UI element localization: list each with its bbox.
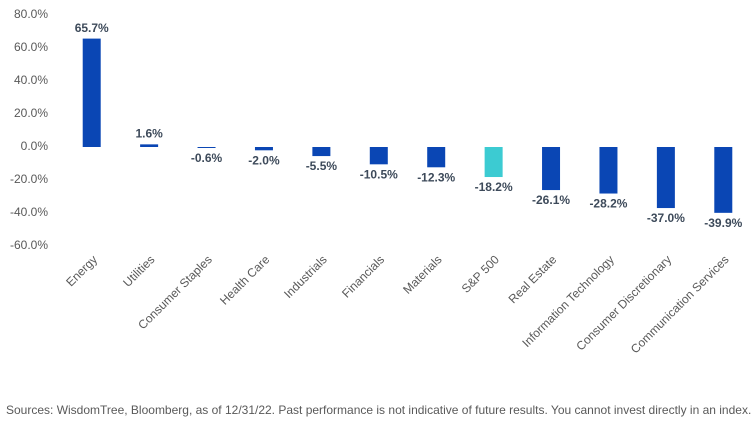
x-tick-label: Consumer Discretionary [573,252,674,353]
y-tick-label: 0.0% [21,139,49,153]
value-label: -26.1% [532,193,570,207]
bar [599,147,618,194]
x-tick-label: Health Care [217,252,272,307]
y-tick-label: 40.0% [14,73,48,87]
value-label: -10.5% [360,167,398,181]
bar [140,144,159,147]
y-tick-label: -20.0% [10,172,48,186]
bar [82,38,101,147]
y-tick-label: -60.0% [10,238,48,252]
value-label: -2.0% [248,153,280,167]
bar [369,147,388,165]
source-note: Sources: WisdomTree, Bloomberg, as of 12… [6,403,751,417]
value-label: -5.5% [306,159,338,173]
bar [484,147,503,178]
bar [312,147,331,157]
value-label: -39.9% [704,216,742,230]
x-tick-label: Materials [400,252,444,296]
value-label: -28.2% [589,197,627,211]
bar [197,147,216,148]
bar [427,147,446,168]
y-tick-label: 20.0% [14,106,48,120]
x-tick-label: Energy [63,252,100,289]
x-tick-label: S&P 500 [459,252,502,295]
bar [714,147,733,213]
value-label: -18.2% [475,180,513,194]
x-tick-label: Industrials [281,252,330,301]
bar [656,147,675,209]
value-label: 65.7% [75,21,109,35]
value-label: 1.6% [135,127,163,141]
y-tick-label: -40.0% [10,205,48,219]
bar [542,147,561,191]
value-label: -0.6% [191,151,223,165]
y-tick-label: 60.0% [14,40,48,54]
x-tick-label: Utilities [120,252,157,289]
x-tick-label: Financials [339,252,387,300]
x-tick-label: Real Estate [506,252,560,306]
value-label: -12.3% [417,170,455,184]
y-tick-label: 80.0% [14,7,48,21]
x-tick-label: Communication Services [628,252,732,356]
bar [254,147,273,151]
value-label: -37.0% [647,211,685,225]
